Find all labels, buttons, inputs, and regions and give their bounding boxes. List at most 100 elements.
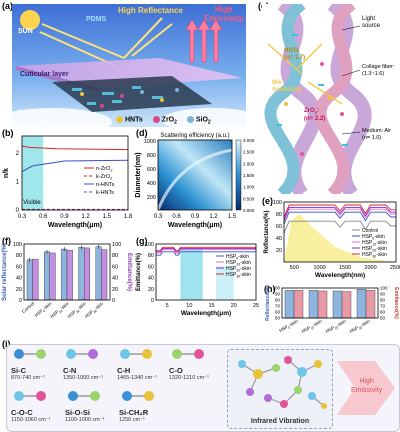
y-tick: 40: [148, 276, 154, 282]
bond-name: Si-O-Si: [65, 408, 91, 417]
series-line-2: [21, 159, 129, 173]
y-tick-right: 100: [380, 286, 388, 291]
panel-label-f: (f): [2, 236, 11, 246]
y-tick-left: 20: [16, 287, 22, 293]
bond-4: C-O-C 1150-1060 cm⁻¹: [11, 389, 65, 429]
bond-6: Si-CH₂R 1250 cm⁻¹: [119, 389, 173, 429]
heatmap-ridge: [156, 148, 233, 211]
series-line-2: [156, 248, 256, 253]
y-axis-label-right: Emittance(%): [126, 253, 132, 291]
emit-bar: [317, 290, 328, 319]
x-tick: 1000: [314, 265, 326, 271]
chart-d: Scattering efficiency (a.u.) 0.3 0.6 0.9 1.2…: [135, 133, 255, 229]
bond-icon: [14, 349, 46, 359]
x-tick: 1.2: [81, 214, 90, 220]
atmospheric-window-2: [216, 266, 234, 300]
y-tick-left: 70: [275, 304, 281, 309]
colorbar-tick: 0.500: [243, 196, 255, 201]
series-line-3: [283, 206, 396, 220]
y-tick: 100: [273, 200, 282, 206]
y-tick-right: 60: [380, 310, 386, 315]
y-tick-right: 100: [112, 242, 121, 248]
x-tick: 5: [166, 303, 169, 309]
y-tick: 1000: [144, 139, 156, 145]
x-tick: 2000: [364, 265, 376, 271]
x-axis-label: Wavelength(μm): [168, 222, 222, 229]
bond-range: 1465-1340 cm⁻¹: [117, 375, 157, 381]
x-tick: HSP10-skin: [301, 318, 324, 335]
y-axis-label-right: Emittance(%): [393, 287, 399, 319]
colorbar-tick: 1.000: [243, 185, 255, 190]
y-tick: 60: [148, 264, 154, 270]
x-tick: 2500: [390, 265, 400, 271]
colorbar-tick: 1.500: [243, 173, 255, 178]
chart-b: Visible 0.3 0.6 0.9 1.2 1.5 1.8 0 1 2 Wavelength(μ…: [3, 135, 133, 229]
sio2-swatch: [186, 116, 194, 123]
bond-icon: [68, 391, 100, 401]
series-line-1: [283, 211, 396, 225]
x-tick: HSP30-skin: [349, 318, 372, 335]
x-tick: 1500: [339, 265, 351, 271]
y-axis-label: n/k: [3, 168, 10, 178]
bond-icon: [120, 349, 152, 359]
y-tick-right: 80: [380, 298, 386, 303]
refl-bar: [332, 290, 343, 319]
y-tick: 200: [147, 195, 156, 201]
colorbar: [235, 139, 242, 211]
y-tick-left: 90: [275, 292, 281, 297]
y-tick-left: 80: [16, 253, 22, 259]
y-axis-label: Diameter(nm): [135, 152, 142, 197]
infrared-vibration-label: Infrared Vibration: [250, 418, 310, 425]
y-tick-left: 80: [275, 298, 281, 303]
x-axis-label: Wavelength(μm): [181, 310, 231, 317]
bond-range: 1320-1210 cm⁻¹: [169, 375, 209, 381]
bond-grid: Si-C 870-740 cm⁻¹ C-N 1350-1000 cm⁻¹ C-H…: [9, 347, 223, 429]
y-tick-right: 0: [112, 298, 115, 304]
bond-range: 1350-1000 cm⁻¹: [63, 375, 103, 381]
bond-range: 1250 cm⁻¹: [119, 417, 145, 423]
x-tick: 25: [253, 303, 259, 309]
hnts-swatch: [116, 116, 123, 123]
y-tick: 0: [16, 208, 20, 214]
plot-frame: [283, 201, 397, 263]
y-tick: 1: [16, 180, 20, 186]
y-tick: 0: [151, 298, 154, 304]
plot-frame: [21, 135, 129, 211]
panel-a-illustration: SUN PDMS High Reflectance High Emissivity…: [0, 4, 262, 136]
panel-label-i: (i): [2, 339, 11, 349]
panel-c-illustration: Light source HNTs (n= 1.7) Mie Scattering Z…: [262, 0, 398, 199]
series-line-2: [283, 208, 396, 222]
high-reflectance-label: High Reflectance: [118, 6, 183, 15]
emit-bar: [49, 252, 56, 301]
colorbar-tick: 2.500: [243, 150, 255, 155]
legend-entry: HSP0-skin: [226, 254, 249, 261]
x-tick: 20: [231, 303, 237, 309]
high-emissivity-arrow: High Emissivity: [337, 353, 397, 423]
y-tick-right: 80: [112, 253, 118, 259]
bond-1: C-N 1350-1000 cm⁻¹: [63, 347, 117, 387]
visible-band: [22, 136, 44, 210]
legend-entry: HSP30-skin: [362, 252, 387, 259]
emit-bar: [83, 247, 90, 301]
solar-bar: [26, 259, 33, 301]
high-emissivity-label: High Emissivity: [204, 5, 244, 23]
y-tick-left: 0: [19, 298, 22, 304]
x-tick: HSP30-skin: [84, 301, 106, 321]
series-line-0: [156, 251, 256, 256]
y-tick-left: 50: [275, 316, 281, 321]
x-tick: HSP0-skin: [278, 318, 299, 334]
emit-bar: [66, 249, 73, 301]
y-tick-left: 60: [275, 310, 281, 315]
y-tick-right: 60: [112, 264, 118, 270]
y-tick-left: 100: [13, 242, 22, 248]
emit-bar: [341, 291, 352, 319]
x-tick: 0.9: [191, 214, 200, 220]
series-line-3: [156, 246, 256, 252]
chart-title: Scattering efficiency (a.u.): [160, 133, 229, 139]
series-line-4: [283, 204, 396, 218]
y-tick-left: 40: [16, 276, 22, 282]
y-tick: 400: [147, 181, 156, 187]
legend-entry: n-ZrO2: [96, 166, 113, 173]
emit-bar: [365, 290, 376, 319]
